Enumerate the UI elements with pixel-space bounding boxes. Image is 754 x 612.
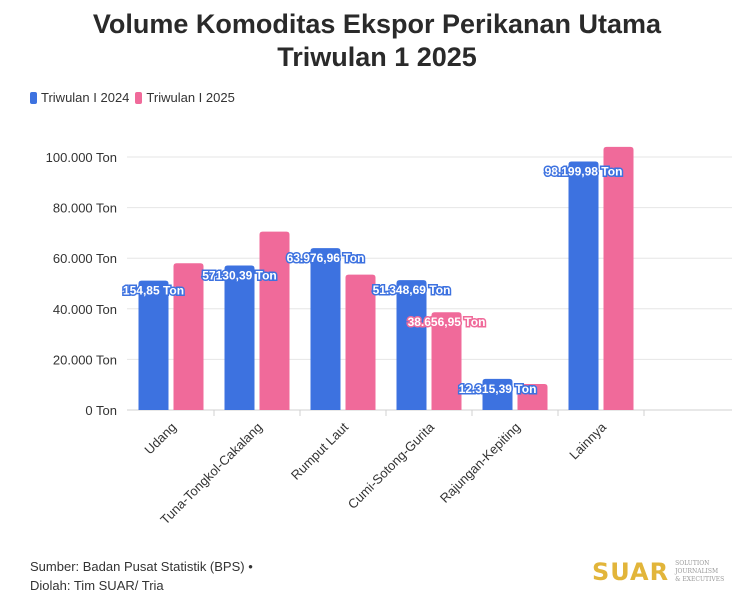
legend: Triwulan I 2024 Triwulan I 2025 bbox=[30, 90, 235, 105]
y-tick-label: 60.000 Ton bbox=[53, 251, 117, 266]
processed-by-line: Diolah: Tim SUAR/ Tria bbox=[30, 578, 164, 593]
bar-2025 bbox=[603, 146, 634, 410]
suar-logo: SUAR SOLUTION JOURNALISM & EXECUTIVES bbox=[592, 558, 735, 586]
x-tick-label: Cumi-Sotong-Gurita bbox=[345, 419, 438, 512]
chart-title-line1: Volume Komoditas Ekspor Perikanan Utama bbox=[92, 9, 662, 39]
bar-chart: 0 Ton 20.000 Ton 40.000 Ton 60.000 Ton 80.00… bbox=[46, 146, 732, 527]
x-tick-label: Lainnya bbox=[566, 419, 609, 462]
logo-word: SUAR bbox=[592, 558, 670, 586]
bar-2025 bbox=[345, 274, 376, 410]
data-label: 12.315,39 Ton bbox=[459, 382, 537, 396]
bar-2024 bbox=[310, 248, 341, 410]
legend-swatch-2024 bbox=[30, 91, 37, 104]
y-tick-label: 40.000 Ton bbox=[53, 302, 117, 317]
source-line: Sumber: Badan Pusat Statistik (BPS) • bbox=[30, 559, 253, 574]
data-label: 98.199,98 Ton bbox=[545, 165, 623, 179]
y-tick-label: 0 Ton bbox=[85, 403, 117, 418]
legend-item-2025[interactable]: Triwulan I 2025 bbox=[135, 90, 235, 105]
bar-2025 bbox=[173, 263, 204, 410]
legend-swatch-2025 bbox=[135, 91, 143, 104]
chart-title-line2: Triwulan 1 2025 bbox=[277, 42, 477, 72]
bar-2025 bbox=[259, 231, 290, 410]
bar-2025 bbox=[431, 312, 462, 410]
y-tick-label: 20.000 Ton bbox=[53, 352, 117, 367]
y-tick-label: 80.000 Ton bbox=[53, 201, 117, 216]
bar-2024 bbox=[568, 161, 599, 410]
legend-label-2024: Triwulan I 2024 bbox=[41, 90, 130, 105]
x-tick-label: Udang bbox=[141, 420, 179, 458]
data-label: 57130,39 Ton bbox=[202, 268, 276, 282]
data-label: 154,85 Ton bbox=[123, 284, 184, 298]
bar-2025 bbox=[517, 383, 548, 410]
bar-2024 bbox=[224, 265, 255, 410]
source-note: Sumber: Badan Pusat Statistik (BPS) • Di… bbox=[30, 557, 253, 595]
data-label: 38.656,95 Ton bbox=[408, 315, 486, 329]
logo-subtitle: SOLUTION JOURNALISM & EXECUTIVES bbox=[675, 560, 725, 583]
x-tick-label: Rajungan-Kepiting bbox=[437, 420, 523, 506]
bar-2024 bbox=[138, 280, 169, 410]
bar-2024 bbox=[396, 280, 427, 410]
legend-item-2024[interactable]: Triwulan I 2024 bbox=[30, 90, 129, 105]
legend-label-2025: Triwulan I 2025 bbox=[146, 90, 235, 105]
y-tick-label: 100.000 Ton bbox=[46, 150, 117, 165]
chart-title: Volume Komoditas Ekspor Perikanan Utama … bbox=[0, 8, 754, 74]
data-label: 51.348,69 Ton bbox=[373, 283, 451, 297]
data-label: 63.976,96 Ton bbox=[287, 251, 365, 265]
bar-2024 bbox=[482, 378, 513, 410]
x-tick-label: Rumput Laut bbox=[288, 419, 352, 483]
